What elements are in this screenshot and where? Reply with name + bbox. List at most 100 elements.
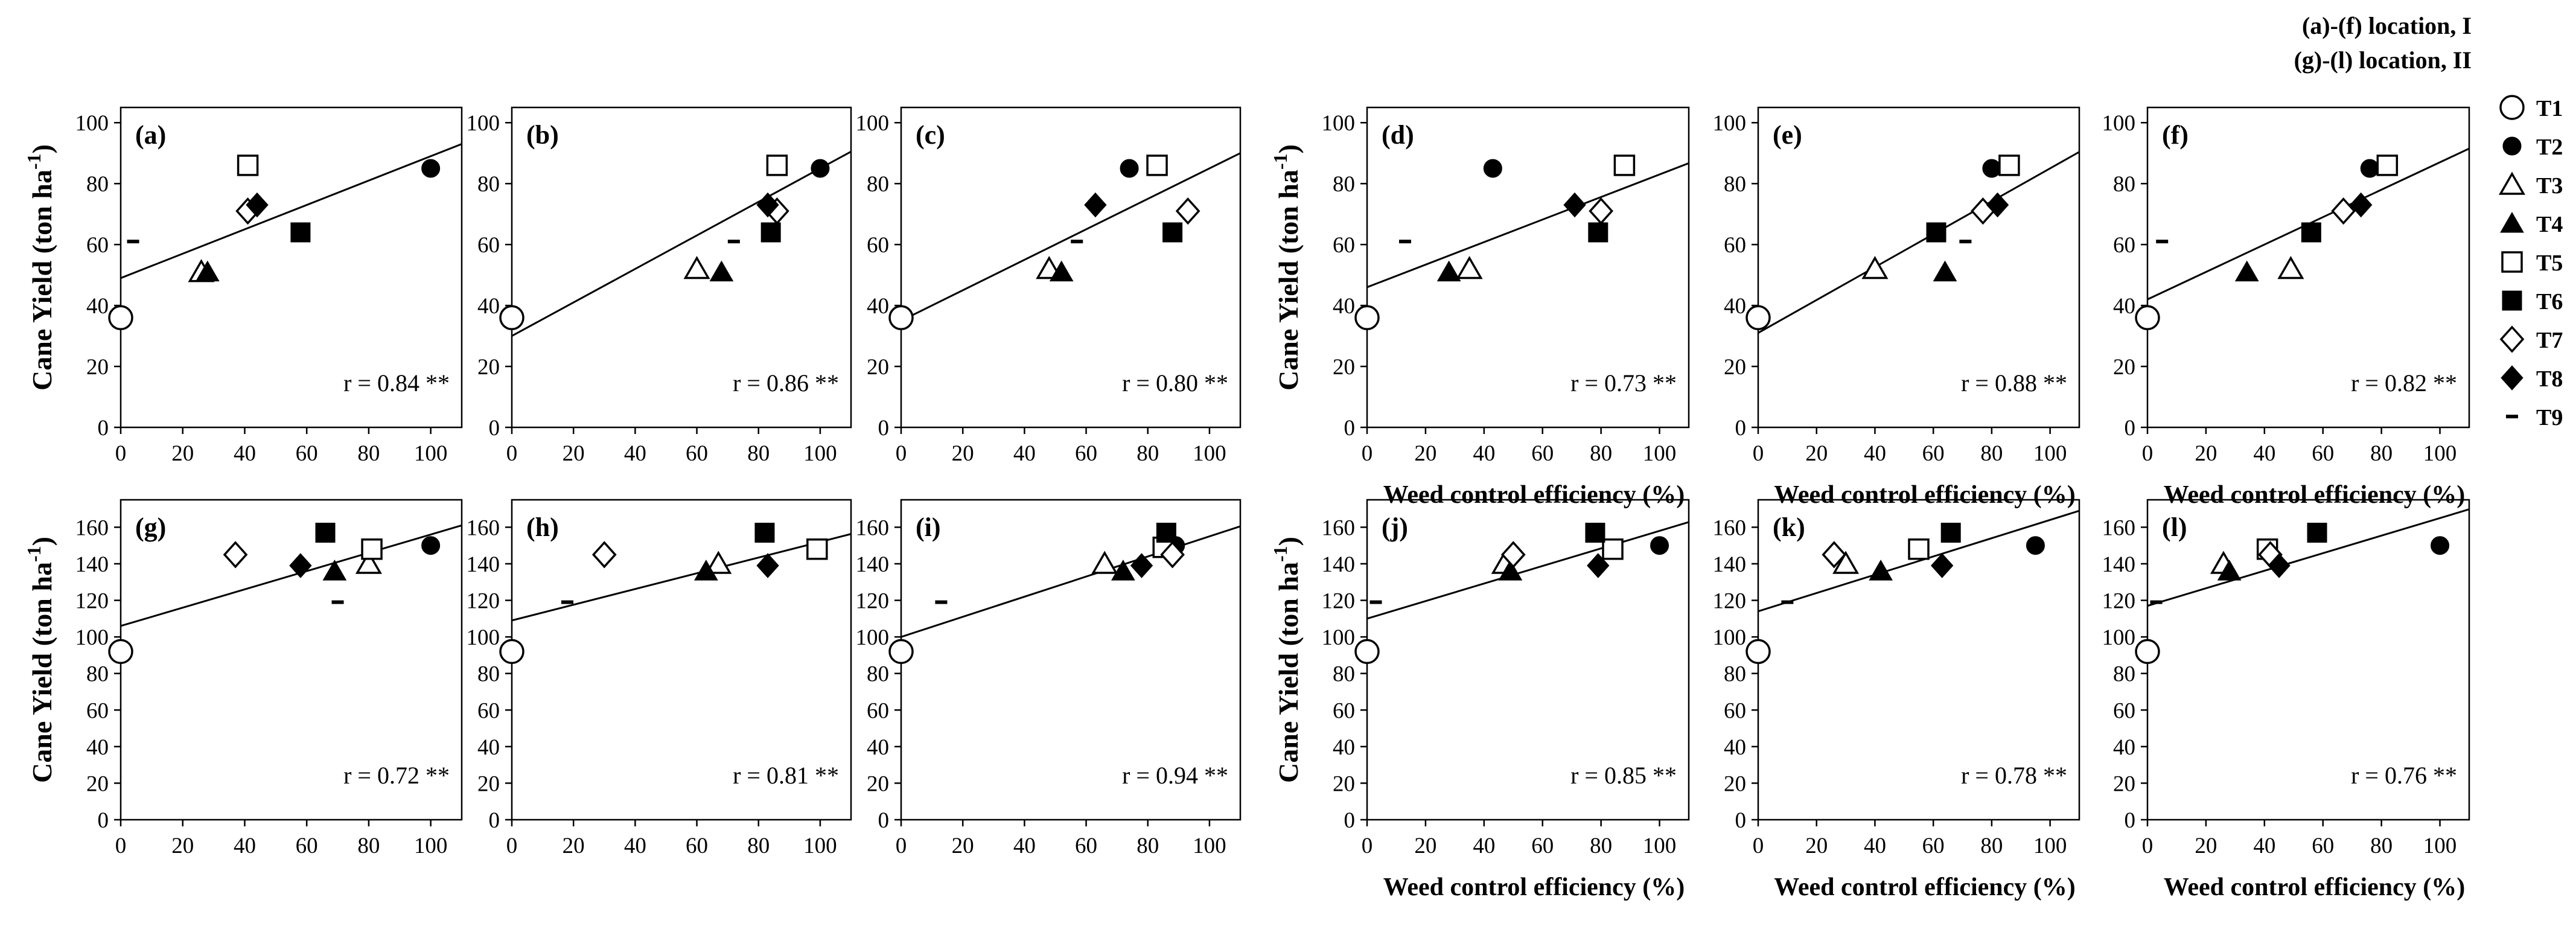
x-tick-label: 40	[1473, 834, 1495, 858]
point-t2	[811, 159, 830, 178]
y-tick-label: 160	[1713, 515, 1747, 540]
point-t8	[2350, 192, 2373, 218]
y-tick-label: 40	[477, 735, 500, 760]
y-tick-label: 160	[1322, 515, 1356, 540]
x-tick-label: 20	[563, 441, 585, 466]
y-tick-label: 100	[75, 625, 109, 650]
x-tick-label: 0	[1362, 834, 1373, 858]
regression-line	[1366, 162, 1689, 289]
legend-label: T5	[2536, 251, 2563, 276]
y-tick-label: 100	[467, 625, 500, 650]
x-axis-label: Weed control efficiency (%)	[1774, 481, 2076, 509]
x-tick-label: 80	[1980, 441, 2003, 466]
legend-label: T1	[2536, 96, 2563, 121]
plot-frame	[1366, 106, 1690, 429]
y-tick-label: 40	[2113, 294, 2135, 319]
y-tick-label: 0	[98, 808, 109, 833]
y-tick-label: 20	[1333, 355, 1355, 380]
point-t2	[1982, 159, 2001, 178]
x-tick-label: 80	[357, 834, 380, 858]
y-tick-label: 40	[1724, 294, 1746, 319]
y-tick-label: 20	[477, 771, 500, 796]
x-tick-label: 100	[803, 441, 837, 466]
y-tick-label: 60	[477, 698, 500, 723]
point-t6	[1162, 222, 1183, 243]
y-tick-label: 0	[1344, 416, 1356, 441]
x-tick-label: 20	[1805, 834, 1828, 858]
point-t6	[315, 523, 336, 543]
x-tick-label: 60	[1075, 834, 1097, 858]
x-tick-label: 60	[1531, 441, 1554, 466]
point-t3	[1456, 256, 1483, 279]
legend-item-t2: T2	[2502, 135, 2563, 160]
y-tick-label: 160	[467, 515, 500, 540]
point-t3	[355, 551, 382, 574]
y-axis-label: Cane Yield (ton ha-1)	[23, 144, 57, 391]
point-t2	[1650, 536, 1669, 555]
y-tick-label: 100	[1713, 625, 1747, 650]
correlation-label: r = 0.76 **	[2351, 762, 2457, 789]
panel-label: (a)	[135, 120, 166, 150]
point-t5	[2376, 155, 2399, 176]
legend-marker-t3	[2498, 171, 2526, 195]
point-t1	[499, 639, 524, 665]
point-t8	[1130, 553, 1153, 578]
point-t6	[754, 523, 775, 543]
x-tick-label: 0	[506, 834, 518, 858]
point-t1	[2135, 639, 2160, 665]
y-tick-label: 120	[1322, 589, 1356, 614]
point-t3	[2277, 256, 2304, 279]
point-t2	[1483, 159, 1502, 178]
x-tick-label: 20	[2195, 834, 2217, 858]
correlation-label: r = 0.72 **	[343, 762, 450, 789]
point-t5	[361, 538, 383, 560]
point-t5	[766, 155, 788, 176]
y-tick-label: 40	[1724, 735, 1746, 760]
point-t8	[756, 553, 779, 578]
y-tick-label: 0	[1735, 808, 1747, 833]
y-tick-label: 160	[75, 515, 109, 540]
point-t7	[591, 541, 617, 569]
panel-i: 0 20 40 60 80 100 120 140 160 0 20 40 60 80 100 (i) r = …	[856, 499, 1242, 858]
correlation-label: r = 0.81 **	[733, 762, 839, 789]
legend-marker-t4	[2500, 211, 2524, 233]
regression-line	[901, 525, 1241, 638]
legend-label: T2	[2536, 135, 2563, 160]
x-tick-label: 100	[2423, 441, 2457, 466]
x-tick-label: 0	[1753, 834, 1764, 858]
y-tick-label: 40	[86, 294, 109, 319]
x-axis-label: Weed control efficiency (%)	[1774, 873, 2076, 901]
x-tick-label: 80	[1590, 834, 1612, 858]
x-tick-label: 100	[1193, 834, 1226, 858]
correlation-label: r = 0.86 **	[733, 369, 839, 397]
legend-label: T8	[2536, 366, 2563, 392]
legend-item-t1: T1	[2499, 95, 2563, 121]
y-tick-label: 160	[2102, 515, 2136, 540]
y-tick-label: 120	[2102, 589, 2136, 614]
point-t4	[1933, 260, 1957, 282]
y-tick-label: 60	[867, 698, 889, 723]
y-tick-label: 140	[1322, 552, 1356, 577]
point-t4	[1049, 260, 1074, 282]
point-t9	[127, 240, 139, 244]
legend-item-t6: T6	[2502, 289, 2563, 314]
x-tick-label: 40	[624, 834, 646, 858]
y-tick-label: 20	[1333, 771, 1355, 796]
y-tick-label: 0	[1735, 416, 1747, 441]
y-axis-label: Cane Yield (ton ha-1)	[23, 537, 57, 783]
y-tick-label: 100	[75, 111, 109, 136]
panels-group: 0 20 40 60 80 100 0 20 40 60 80 100 (a) r = 0.84 ** Ca…	[23, 106, 2470, 901]
x-tick-label: 0	[115, 834, 127, 858]
point-t5	[1602, 538, 1624, 560]
panel-label: (e)	[1773, 120, 1802, 150]
panel-label: (g)	[135, 512, 166, 542]
x-tick-label: 20	[952, 834, 974, 858]
x-axis-label: Weed control efficiency (%)	[2164, 873, 2466, 901]
y-tick-label: 140	[1713, 552, 1747, 577]
point-t2	[421, 536, 441, 555]
y-tick-label: 80	[2113, 662, 2135, 687]
y-tick-label: 60	[477, 233, 500, 258]
plot-frame	[511, 106, 852, 429]
legend-label: T4	[2536, 212, 2563, 237]
x-tick-label: 80	[1137, 441, 1159, 466]
